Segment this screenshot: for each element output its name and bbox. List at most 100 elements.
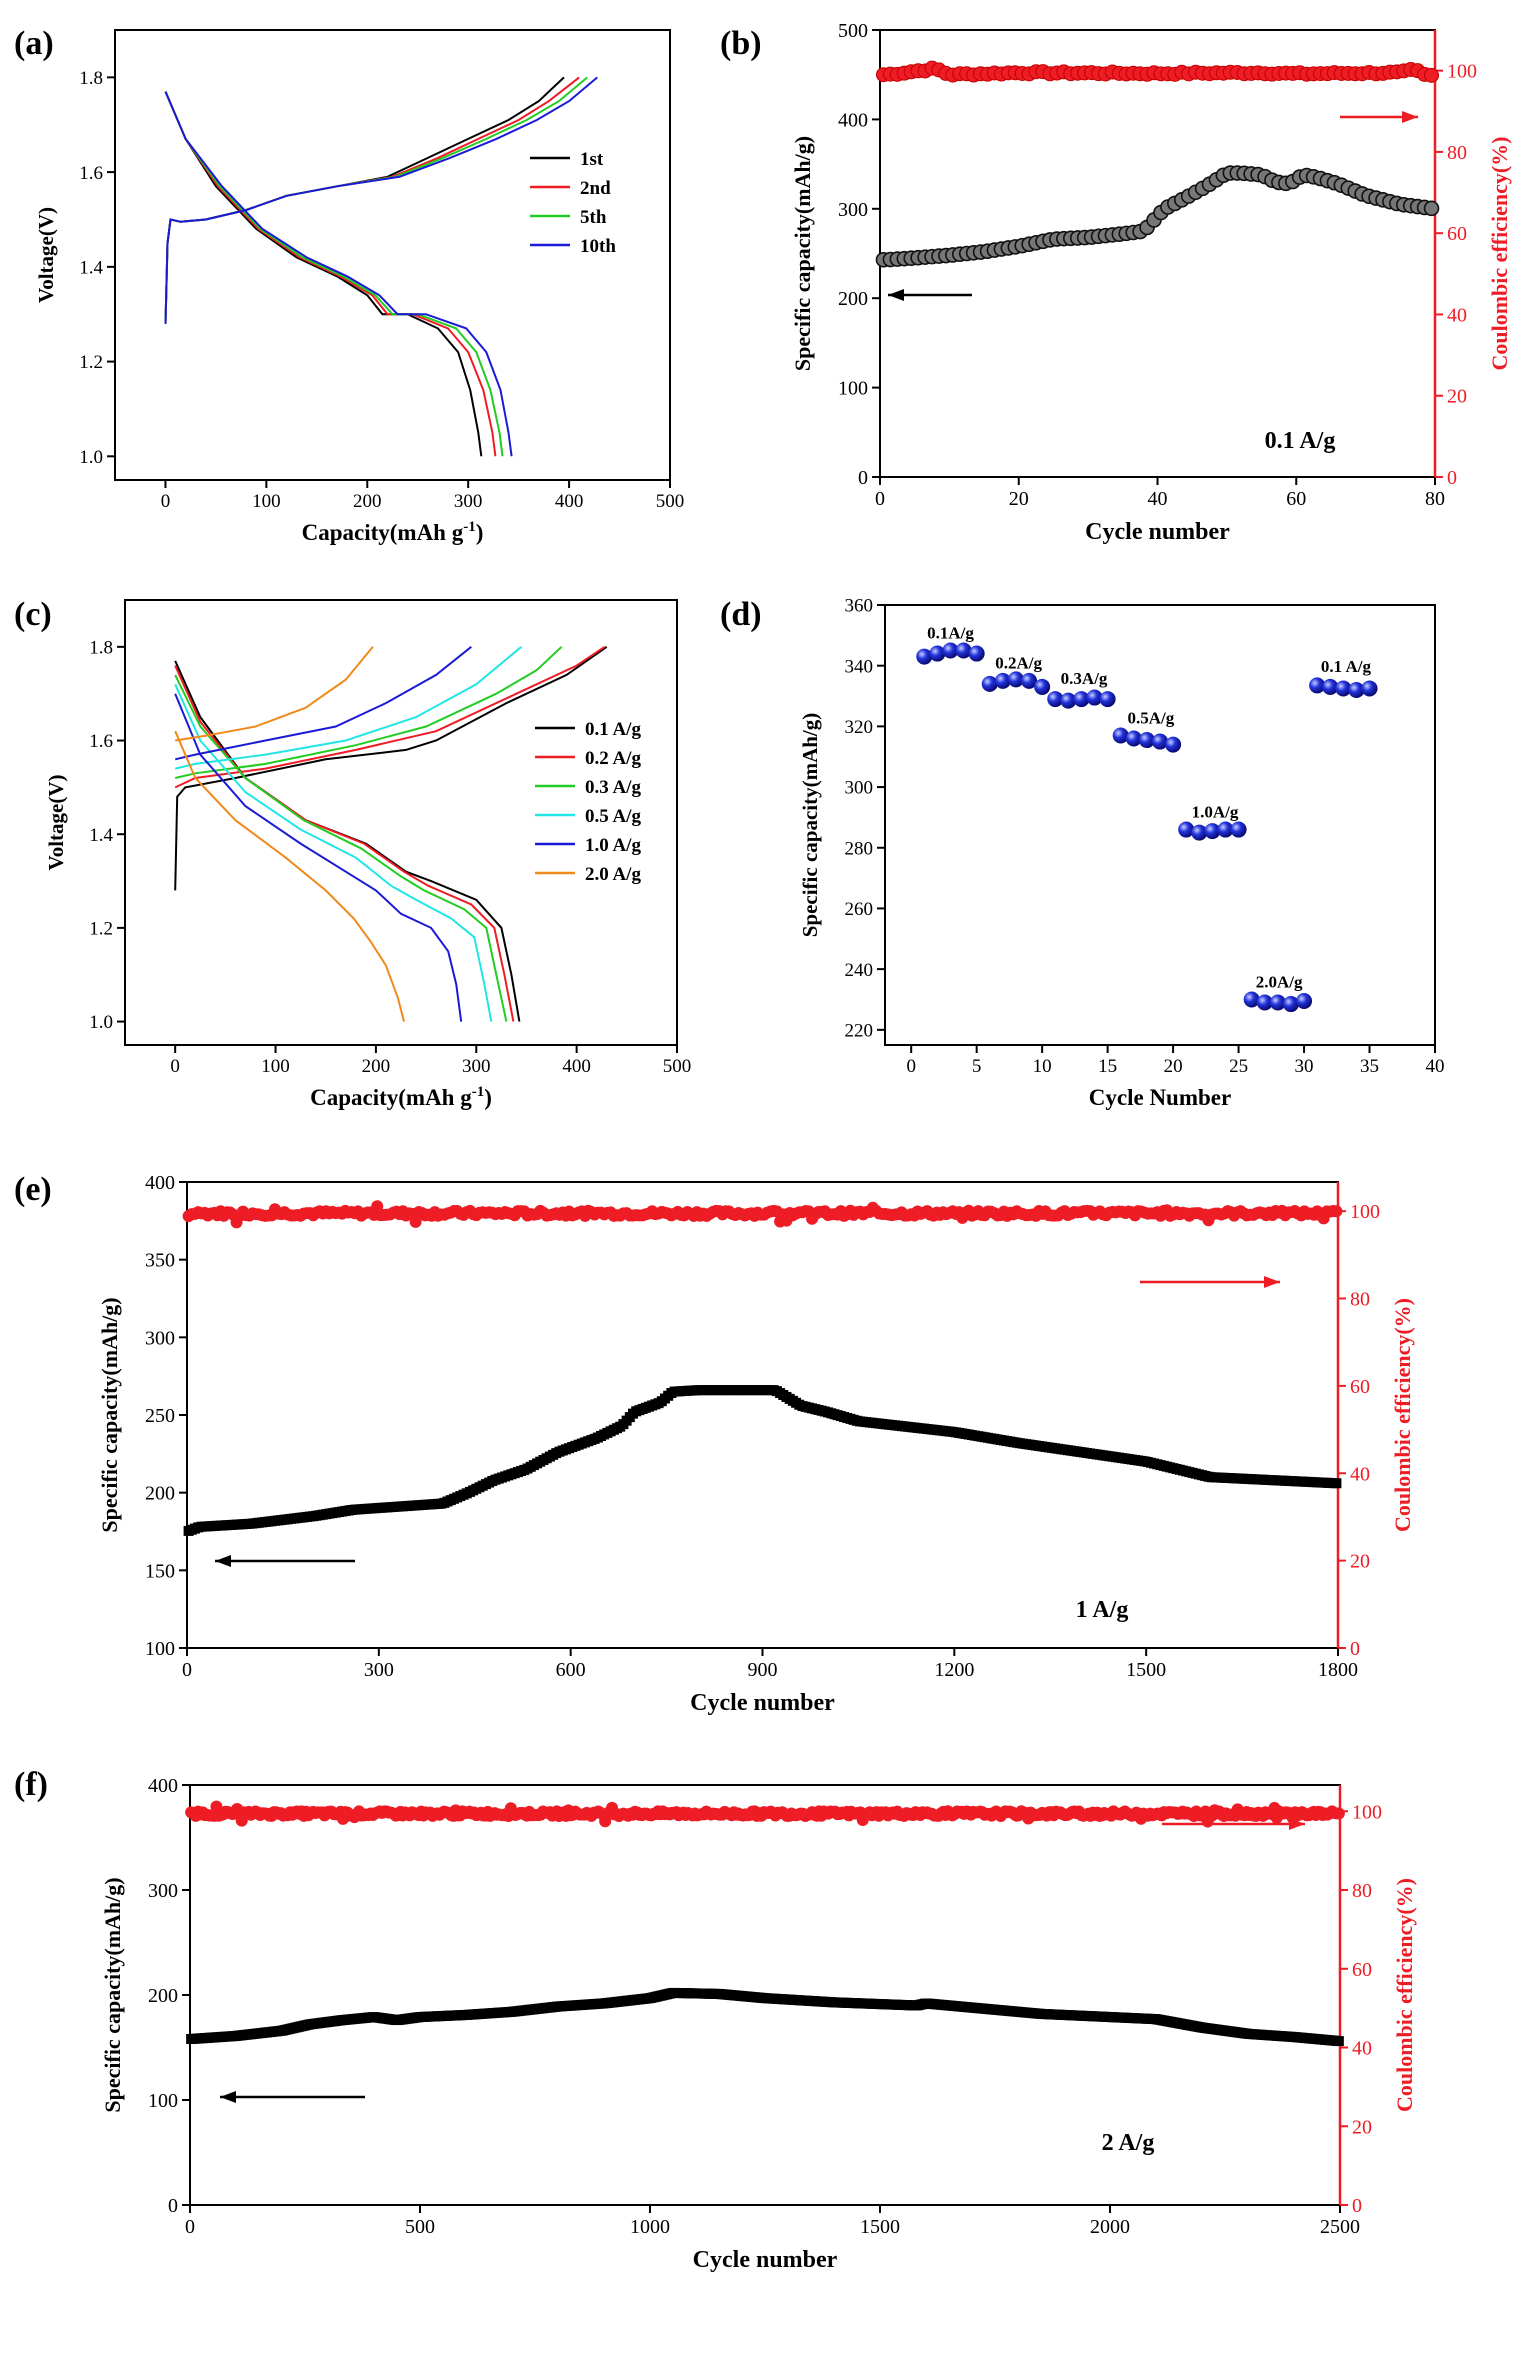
y-right-tick-label: 0 — [1352, 2195, 1362, 2217]
x-tick-label: 1500 — [860, 2216, 900, 2238]
y-tick-label: 360 — [845, 596, 874, 617]
y-tick-label: 0 — [168, 2195, 178, 2217]
y-right-tick-label: 100 — [1350, 1201, 1380, 1223]
x-tick-label: 300 — [462, 1056, 491, 1077]
y-axis-title-left: Specific capacity(mAh/g) — [790, 136, 815, 371]
y-right-tick-label: 60 — [1447, 223, 1467, 245]
plot-area — [124, 599, 678, 1046]
x-tick-label: 200 — [353, 491, 382, 512]
y-tick-label: 1.0 — [89, 1012, 113, 1033]
rate-point — [981, 675, 998, 692]
y-axis-title-right: Coulombic efficiency(%) — [1487, 137, 1512, 371]
y-right-tick-label: 0 — [1447, 467, 1457, 489]
rate-point — [942, 642, 959, 659]
y-axis-title-left: Specific capacity(mAh/g) — [100, 1877, 125, 2112]
x-tick-label: 20 — [1009, 488, 1029, 510]
series-line-1-charge — [174, 645, 606, 789]
series-line-1-discharge — [164, 91, 497, 457]
efficiency-arrow-head — [1289, 1818, 1305, 1830]
x-axis-title: Cycle number — [1085, 519, 1230, 545]
x-tick-label: 30 — [1295, 1056, 1314, 1077]
x-tick-label: 0 — [170, 1056, 180, 1077]
y-tick-label: 300 — [845, 778, 874, 799]
y-tick-label: 300 — [148, 1880, 178, 1902]
rate-point — [1007, 671, 1024, 688]
y-tick-label: 400 — [838, 109, 868, 131]
current-density-annotation: 2 A/g — [1102, 2130, 1155, 2156]
rate-point — [1256, 994, 1273, 1011]
plot-area — [884, 604, 1436, 1046]
legend-label: 5th — [580, 207, 607, 228]
y-tick-label: 200 — [148, 1985, 178, 2007]
x-tick-label: 1800 — [1318, 1659, 1358, 1681]
rate-point — [1125, 730, 1142, 747]
plot-area — [114, 29, 671, 481]
x-tick-label: 300 — [454, 491, 483, 512]
rate-label: 0.2A/g — [995, 654, 1042, 673]
series-line-3-charge — [174, 646, 523, 770]
y-tick-label: 260 — [845, 899, 874, 920]
x-tick-label: 10 — [1033, 1056, 1052, 1077]
legend-label: 10th — [580, 236, 616, 257]
y-tick-label: 300 — [145, 1327, 175, 1349]
rate-point — [1335, 680, 1352, 697]
x-tick-label: 35 — [1360, 1056, 1379, 1077]
y-axis-title-right: Coulombic efficiency(%) — [1392, 1878, 1417, 2112]
rate-label: 0.3A/g — [1061, 669, 1108, 688]
y-axis-title-left: Specific capacity(mAh/g) — [97, 1297, 122, 1532]
y-tick-label: 1.6 — [79, 163, 103, 184]
series-line-2-charge — [174, 646, 563, 779]
y-tick-label: 300 — [838, 199, 868, 221]
y-right-tick-label: 20 — [1447, 386, 1467, 408]
y-tick-label: 1.4 — [89, 825, 113, 846]
current-density-annotation: 0.1 A/g — [1265, 428, 1336, 454]
x-tick-label: 80 — [1425, 488, 1445, 510]
x-tick-label: 100 — [252, 491, 281, 512]
capacity-series — [183, 1385, 1342, 1536]
current-density-annotation: 1 A/g — [1076, 1597, 1129, 1623]
efficiency-point — [1332, 1807, 1345, 1820]
x-tick-label: 40 — [1426, 1056, 1445, 1077]
y-tick-label: 100 — [145, 1638, 175, 1660]
y-right-tick-label: 40 — [1447, 304, 1467, 326]
x-tick-label: 15 — [1098, 1056, 1117, 1077]
efficiency-series — [185, 1800, 1345, 1828]
rate-point — [1322, 678, 1339, 695]
rate-point — [1230, 821, 1247, 838]
y-right-tick-label: 80 — [1352, 1880, 1372, 1902]
y-tick-label: 1.8 — [89, 637, 113, 658]
x-tick-label: 600 — [556, 1659, 586, 1681]
y-tick-label: 320 — [845, 717, 874, 738]
x-axis-title-end: ) — [484, 1085, 492, 1110]
rate-point — [1217, 821, 1234, 838]
efficiency-series — [182, 1200, 1343, 1229]
rate-point — [1269, 994, 1286, 1011]
rate-point — [1348, 681, 1365, 698]
series-line-5-charge — [175, 646, 374, 742]
series-line-2-discharge — [164, 91, 504, 457]
y-tick-label: 500 — [838, 20, 868, 42]
x-tick-label: 500 — [656, 491, 685, 512]
x-tick-label: 5 — [972, 1056, 982, 1077]
y-tick-label: 1.8 — [79, 68, 103, 89]
rate-point — [916, 648, 933, 665]
y-tick-label: 400 — [148, 1775, 178, 1797]
x-tick-label: 2500 — [1320, 2216, 1360, 2238]
rate-point — [1073, 691, 1090, 708]
efficiency-point — [409, 1215, 422, 1228]
y-tick-label: 250 — [145, 1405, 175, 1427]
x-tick-label: 500 — [405, 2216, 435, 2238]
legend-label: 0.3 A/g — [585, 777, 641, 798]
y-right-tick-label: 40 — [1352, 2038, 1372, 2060]
series-line-3-discharge — [164, 91, 513, 457]
y-tick-label: 100 — [838, 378, 868, 400]
series-line-2-discharge — [174, 674, 508, 1022]
y-right-tick-label: 20 — [1352, 2116, 1372, 2138]
rate-point — [1112, 727, 1129, 744]
x-tick-label: 0 — [161, 491, 171, 512]
legend-label: 2nd — [580, 178, 611, 199]
y-tick-label: 340 — [845, 656, 874, 677]
rate-point — [1178, 821, 1195, 838]
x-tick-label: 0 — [185, 2216, 195, 2238]
